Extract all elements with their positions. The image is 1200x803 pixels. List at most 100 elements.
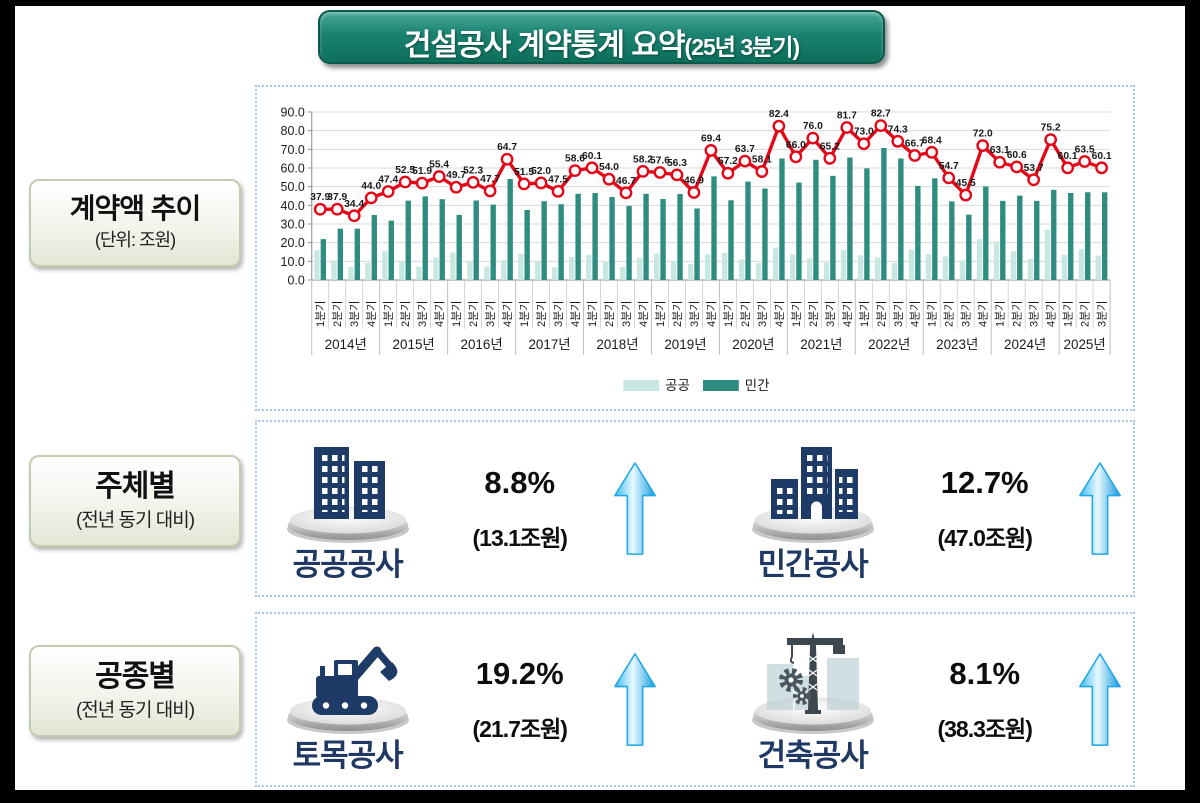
private-works-item: 민간공사 (722, 433, 903, 584)
svg-text:1분기: 1분기 (586, 301, 599, 327)
worktype-section-label: 공종별 (95, 660, 176, 693)
svg-text:55.4: 55.4 (429, 160, 449, 171)
civil-works-label: 토목공사 (292, 738, 404, 773)
svg-text:52.5: 52.5 (395, 165, 415, 176)
page-title: 건설공사 계약통계 요약 (403, 29, 686, 62)
public-works-percent: 8.8% (484, 464, 556, 500)
svg-text:3분기: 3분기 (1028, 301, 1041, 327)
svg-text:1분기: 1분기 (994, 301, 1007, 327)
trend-chart-panel: 0.0 10.0 20.0 30.0 40.0 50.0 60.0 70.0 80.0 90.0 1… (255, 85, 1135, 411)
svg-text:57.6: 57.6 (650, 155, 670, 166)
svg-text:2015년: 2015년 (393, 337, 435, 352)
svg-text:3분기: 3분기 (892, 301, 905, 327)
svg-text:2022년: 2022년 (868, 337, 910, 352)
svg-text:1분기: 1분기 (926, 301, 939, 327)
svg-text:65.2: 65.2 (820, 141, 840, 152)
svg-text:30.0: 30.0 (281, 217, 305, 231)
civil-works-item: 토목공사 (257, 624, 438, 775)
private-works-percent: 12.7% (940, 464, 1029, 500)
svg-text:2분기: 2분기 (603, 301, 616, 327)
svg-text:47.7: 47.7 (480, 174, 500, 185)
private-works-label: 민간공사 (757, 547, 869, 582)
svg-text:민간: 민간 (745, 378, 770, 393)
svg-text:2분기: 2분기 (671, 301, 684, 327)
svg-text:1분기: 1분기 (858, 301, 871, 327)
subject-section-label: 주체별 (95, 470, 176, 503)
svg-text:3분기: 3분기 (484, 301, 497, 327)
svg-text:4분기: 4분기 (1045, 301, 1058, 327)
svg-text:49.7: 49.7 (446, 170, 466, 181)
private-buildings-icon (747, 433, 879, 545)
worktype-section-sublabel: (전년 동기 대비) (75, 700, 195, 721)
svg-text:4분기: 4분기 (569, 301, 582, 327)
excavator-icon (282, 624, 414, 736)
svg-text:37.9: 37.9 (327, 192, 347, 203)
svg-text:4분기: 4분기 (365, 301, 378, 327)
svg-text:64.7: 64.7 (497, 142, 517, 153)
svg-text:2분기: 2분기 (739, 301, 752, 327)
subject-section-label-box: 주체별 (전년 동기 대비) (29, 455, 241, 547)
public-works-label: 공공공사 (292, 547, 404, 582)
building-works-item: 건축공사 (722, 624, 903, 775)
up-arrow-icon (601, 461, 668, 557)
svg-text:80.0: 80.0 (281, 124, 305, 138)
page-title-period: (25년 3분기) (684, 34, 801, 60)
trend-section-sublabel: (단위: 조원) (94, 230, 176, 251)
svg-text:60.6: 60.6 (1007, 150, 1027, 161)
svg-text:81.7: 81.7 (837, 110, 857, 121)
civil-works-percent: 19.2% (475, 655, 564, 691)
svg-text:66.0: 66.0 (786, 140, 806, 151)
svg-text:2018년: 2018년 (596, 337, 638, 352)
svg-text:4분기: 4분기 (501, 301, 514, 327)
svg-text:2024년: 2024년 (1004, 337, 1046, 352)
svg-text:2분기: 2분기 (399, 301, 412, 327)
svg-text:73.0: 73.0 (854, 127, 874, 138)
public-works-amount: (13.1조원) (472, 524, 568, 551)
svg-text:66.7: 66.7 (905, 138, 925, 149)
subject-panel: 공공공사 8.8% (13.1조원) (255, 420, 1135, 597)
crane-icon (747, 624, 879, 736)
up-arrow-icon (1066, 652, 1133, 748)
svg-text:4분기: 4분기 (977, 301, 990, 327)
svg-text:3분기: 3분기 (960, 301, 973, 327)
svg-text:3분기: 3분기 (348, 301, 361, 327)
svg-text:51.5: 51.5 (514, 167, 534, 178)
trend-section-label: 계약액 추이 (69, 192, 202, 224)
svg-text:20.0: 20.0 (281, 236, 305, 250)
svg-text:63.1: 63.1 (990, 145, 1010, 156)
public-buildings-icon (282, 433, 414, 545)
svg-text:63.7: 63.7 (735, 144, 755, 155)
trend-section-label-box: 계약액 추이 (단위: 조원) (29, 179, 241, 267)
svg-text:34.4: 34.4 (344, 199, 364, 210)
svg-text:1분기: 1분기 (722, 301, 735, 327)
svg-text:2017년: 2017년 (528, 337, 570, 352)
svg-text:40.0: 40.0 (281, 199, 305, 213)
svg-text:69.4: 69.4 (701, 133, 721, 144)
subject-section-sublabel: (전년 동기 대비) (75, 510, 195, 531)
public-works-stats: 8.8% (13.1조원) (438, 465, 601, 553)
building-works-amount: (38.3조원) (937, 715, 1032, 742)
svg-text:60.1: 60.1 (582, 151, 602, 162)
svg-text:4분기: 4분기 (841, 301, 854, 327)
svg-text:4분기: 4분기 (909, 301, 922, 327)
svg-text:63.5: 63.5 (1075, 144, 1095, 155)
svg-text:10.0: 10.0 (281, 255, 305, 269)
svg-text:2분기: 2분기 (807, 301, 820, 327)
public-works-item: 공공공사 (257, 433, 438, 584)
svg-text:82.7: 82.7 (871, 109, 891, 120)
svg-text:2분기: 2분기 (535, 301, 548, 327)
svg-text:4분기: 4분기 (773, 301, 786, 327)
worktype-section-label-box: 공종별 (전년 동기 대비) (29, 645, 241, 737)
svg-text:54.0: 54.0 (599, 162, 619, 173)
svg-text:공공: 공공 (665, 378, 690, 393)
svg-text:52.3: 52.3 (463, 165, 483, 176)
svg-text:46.9: 46.9 (684, 175, 704, 186)
svg-text:1분기: 1분기 (450, 301, 463, 327)
svg-text:47.4: 47.4 (378, 175, 398, 186)
private-works-stats: 12.7% (47.0조원) (903, 465, 1066, 553)
svg-text:47.5: 47.5 (548, 174, 568, 185)
svg-text:3분기: 3분기 (416, 301, 429, 327)
svg-text:4분기: 4분기 (637, 301, 650, 327)
title-bar: 건설공사 계약통계 요약 (25년 3분기) (318, 10, 885, 64)
private-works-amount: (47.0조원) (937, 524, 1032, 551)
